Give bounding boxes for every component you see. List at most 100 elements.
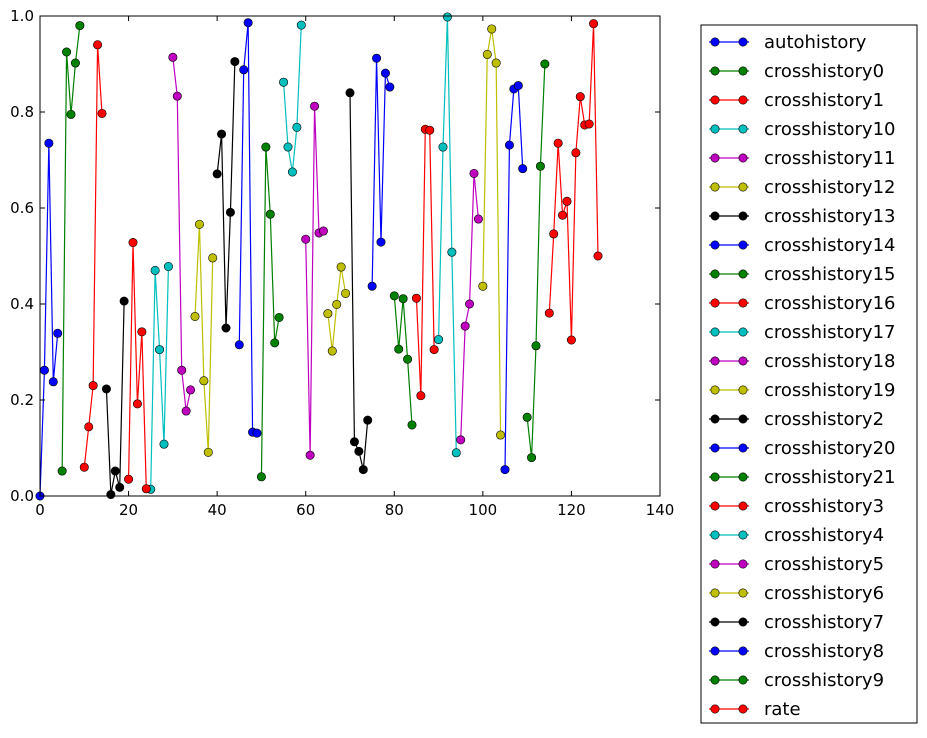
legend-label: crosshistory15	[764, 264, 895, 285]
legend-marker	[738, 66, 748, 76]
data-point-crosshistory14-4	[252, 428, 262, 438]
data-point-crosshistory15-1	[261, 142, 271, 152]
data-point-crosshistory2-3	[115, 482, 125, 492]
legend-label: crosshistory2	[764, 409, 884, 430]
legend-marker	[738, 530, 748, 540]
data-point-crosshistory5-4	[473, 214, 483, 224]
legend-marker	[738, 124, 748, 134]
legend-marker	[710, 559, 720, 569]
legend-marker	[710, 66, 720, 76]
data-point-crosshistory0-4	[75, 21, 85, 31]
series-rate	[544, 19, 603, 345]
plot-area-frame	[39, 15, 661, 497]
data-point-crosshistory0-3	[70, 58, 80, 68]
data-point-crosshistory6-3	[491, 58, 501, 68]
series-crosshistory0	[57, 21, 85, 476]
legend-entry-crosshistory8: crosshistory8	[709, 641, 884, 662]
legend-entry-crosshistory12: crosshistory12	[709, 177, 895, 198]
legend-marker	[738, 182, 748, 192]
legend-marker	[710, 472, 720, 482]
data-point-crosshistory21-0	[389, 291, 399, 301]
data-point-crosshistory19-1	[327, 346, 337, 356]
series-crosshistory13	[212, 57, 240, 333]
data-point-crosshistory17-3	[292, 122, 302, 132]
data-point-crosshistory4-1	[438, 142, 448, 152]
data-point-crosshistory14-1	[239, 65, 249, 75]
x-tick-label: 0	[35, 501, 45, 519]
data-point-crosshistory15-4	[274, 312, 284, 322]
legend-label: crosshistory8	[764, 641, 884, 662]
data-point-crosshistory7-1	[349, 437, 359, 447]
data-point-crosshistory17-0	[279, 77, 289, 87]
series-crosshistory8	[500, 81, 528, 475]
legend-marker	[710, 211, 720, 221]
legend-label: crosshistory11	[764, 148, 895, 169]
data-point-crosshistory5-3	[469, 168, 479, 178]
legend-entry-crosshistory0: crosshistory0	[709, 61, 884, 82]
legend-marker	[710, 153, 720, 163]
legend-label: crosshistory5	[764, 554, 884, 575]
legend-label: crosshistory14	[764, 235, 895, 256]
data-point-crosshistory18-1	[305, 450, 315, 460]
legend-entry-crosshistory10: crosshistory10	[709, 119, 895, 140]
data-point-crosshistory1-4	[97, 108, 107, 118]
legend-marker	[738, 153, 748, 163]
data-point-crosshistory15-2	[265, 209, 275, 219]
data-point-rate-1	[549, 229, 559, 239]
data-point-crosshistory18-2	[310, 101, 320, 111]
legend-marker	[710, 501, 720, 511]
data-point-crosshistory12-4	[208, 253, 218, 263]
legend-marker	[710, 414, 720, 424]
legend-entry-crosshistory11: crosshistory11	[709, 148, 895, 169]
data-point-crosshistory11-4	[186, 385, 196, 395]
legend-label: crosshistory1	[764, 90, 884, 111]
data-point-crosshistory3-3	[425, 125, 435, 135]
legend-marker	[738, 327, 748, 337]
data-point-crosshistory11-1	[172, 91, 182, 101]
legend-label: crosshistory17	[764, 322, 895, 343]
data-point-rate-4	[562, 196, 572, 206]
legend-label: crosshistory16	[764, 293, 895, 314]
y-tick-label: 1.0	[10, 7, 34, 25]
data-point-crosshistory6-4	[496, 430, 506, 440]
legend-label: autohistory	[764, 32, 867, 53]
data-point-crosshistory2-0	[101, 384, 111, 394]
series-crosshistory11	[168, 52, 196, 416]
legend-entry-crosshistory4: crosshistory4	[709, 525, 884, 546]
series-crosshistory19	[323, 262, 351, 356]
legend-marker	[738, 443, 748, 453]
legend-marker	[710, 385, 720, 395]
data-point-crosshistory13-3	[225, 207, 235, 217]
data-point-crosshistory19-2	[332, 299, 342, 309]
legend-marker	[710, 182, 720, 192]
data-point-crosshistory15-3	[270, 338, 280, 348]
legend-label: crosshistory19	[764, 380, 895, 401]
x-tick-label: 80	[385, 501, 404, 519]
legend-marker	[738, 385, 748, 395]
data-point-crosshistory7-3	[358, 465, 368, 475]
data-point-crosshistory13-2	[221, 323, 231, 333]
legend-marker	[738, 269, 748, 279]
data-point-crosshistory2-4	[119, 296, 129, 306]
data-point-crosshistory20-4	[385, 82, 395, 92]
legend-entry-crosshistory16: crosshistory16	[709, 293, 895, 314]
legend-entry-rate: rate	[709, 699, 801, 720]
data-point-crosshistory11-2	[177, 365, 187, 375]
series-crosshistory17	[279, 20, 306, 177]
y-tick-label: 0.4	[10, 295, 34, 313]
data-point-rate-10	[589, 19, 599, 29]
series-crosshistory6	[478, 24, 506, 440]
data-point-crosshistory8-1	[504, 140, 514, 150]
data-point-crosshistory12-1	[194, 219, 204, 229]
y-tick-label: 0.6	[10, 199, 34, 217]
legend-label: crosshistory7	[764, 612, 884, 633]
legend-marker	[710, 617, 720, 627]
series-crosshistory15	[256, 142, 284, 482]
series-crosshistory3	[411, 124, 439, 401]
x-tick-label: 140	[646, 501, 675, 519]
legend-label: crosshistory18	[764, 351, 895, 372]
data-point-crosshistory1-2	[88, 381, 98, 391]
legend-label: crosshistory20	[764, 438, 895, 459]
series-crosshistory5	[456, 168, 483, 445]
data-point-crosshistory21-2	[398, 294, 408, 304]
